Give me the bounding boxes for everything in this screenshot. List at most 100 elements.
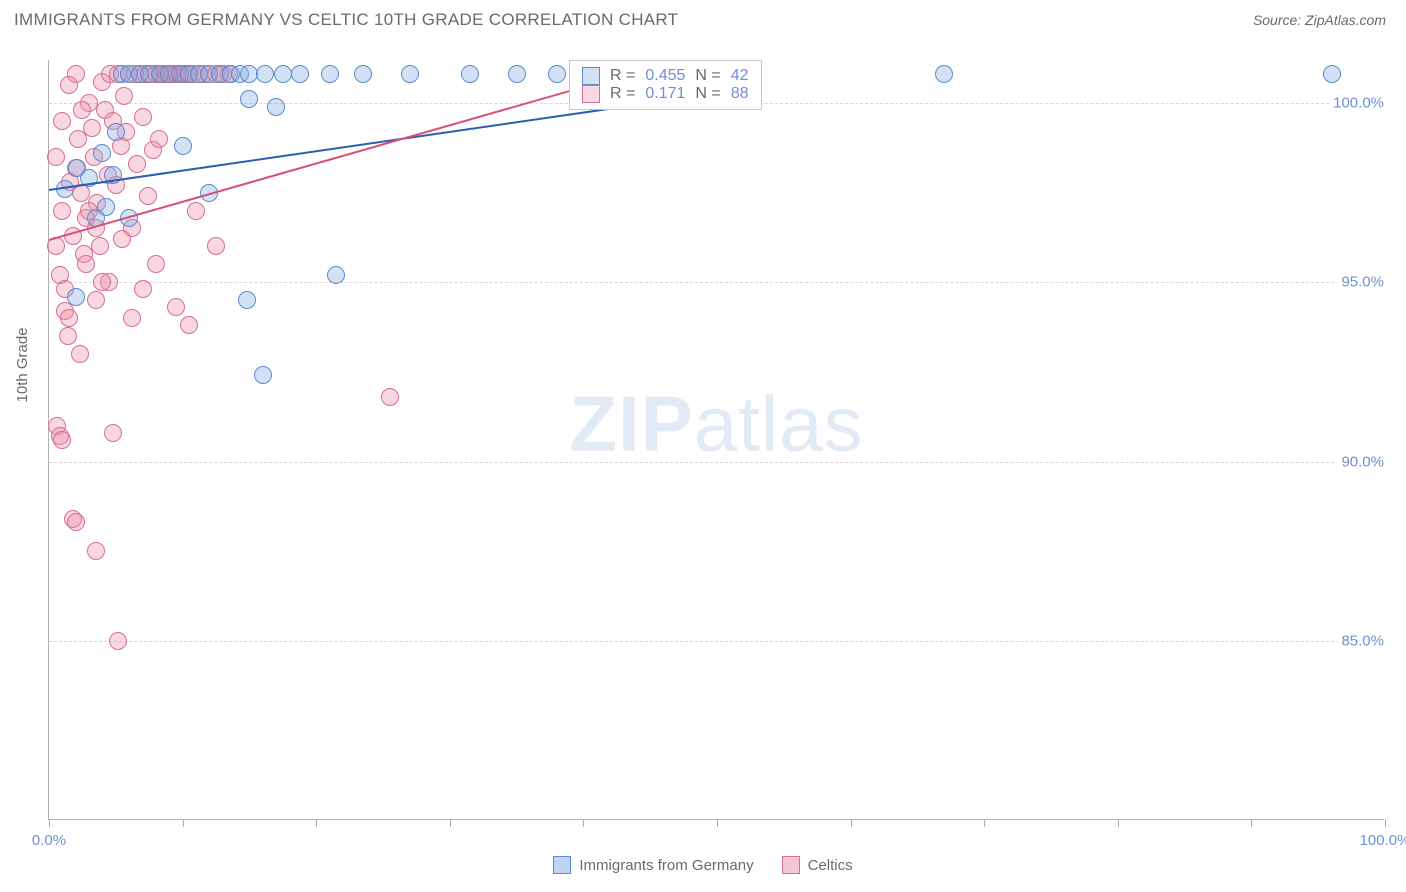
scatter-point — [508, 65, 526, 83]
n-value: 88 — [731, 85, 749, 103]
legend-swatch — [582, 67, 600, 85]
scatter-point — [150, 130, 168, 148]
x-tick — [1251, 819, 1252, 827]
bottom-legend-item: Immigrants from Germany — [553, 856, 753, 874]
scatter-point — [107, 123, 125, 141]
scatter-point — [180, 316, 198, 334]
legend-swatch — [782, 856, 800, 874]
scatter-point — [147, 255, 165, 273]
scatter-point — [113, 230, 131, 248]
y-tick-label: 100.0% — [1329, 95, 1388, 112]
scatter-point — [128, 155, 146, 173]
watermark-atlas: atlas — [694, 380, 864, 468]
scatter-point — [207, 237, 225, 255]
y-axis-label: 10th Grade — [14, 327, 31, 402]
plot-area: ZIPatlas 85.0%90.0%95.0%100.0%0.0%100.0%… — [48, 60, 1384, 820]
scatter-point — [123, 309, 141, 327]
scatter-point — [935, 65, 953, 83]
x-tick — [851, 819, 852, 827]
r-label: R = — [610, 67, 635, 85]
scatter-point — [109, 632, 127, 650]
scatter-point — [97, 198, 115, 216]
watermark: ZIPatlas — [569, 379, 863, 470]
scatter-point — [291, 65, 309, 83]
scatter-point — [53, 112, 71, 130]
scatter-point — [1323, 65, 1341, 83]
legend-label: Immigrants from Germany — [579, 857, 753, 874]
x-tick — [984, 819, 985, 827]
bottom-legend-item: Celtics — [782, 856, 853, 874]
scatter-point — [267, 98, 285, 116]
chart-title: IMMIGRANTS FROM GERMANY VS CELTIC 10TH G… — [14, 10, 678, 30]
x-tick-label-left: 0.0% — [32, 832, 66, 849]
scatter-point — [104, 424, 122, 442]
scatter-point — [134, 108, 152, 126]
scatter-point — [60, 309, 78, 327]
scatter-point — [381, 388, 399, 406]
r-value: 0.455 — [645, 67, 685, 85]
scatter-point — [139, 187, 157, 205]
x-tick — [1118, 819, 1119, 827]
scatter-point — [187, 202, 205, 220]
scatter-point — [240, 90, 258, 108]
scatter-point — [83, 119, 101, 137]
gridline — [49, 641, 1384, 642]
y-tick-label: 95.0% — [1337, 274, 1388, 291]
legend-row: R = 0.455 N = 42 — [582, 67, 749, 85]
scatter-point — [91, 237, 109, 255]
source-credit: Source: ZipAtlas.com — [1253, 12, 1386, 28]
scatter-point — [67, 288, 85, 306]
scatter-point — [93, 144, 111, 162]
scatter-point — [167, 298, 185, 316]
x-tick — [717, 819, 718, 827]
scatter-point — [548, 65, 566, 83]
x-tick — [183, 819, 184, 827]
y-tick-label: 85.0% — [1337, 632, 1388, 649]
n-label: N = — [695, 85, 720, 103]
scatter-point — [254, 366, 272, 384]
n-value: 42 — [731, 67, 749, 85]
watermark-zip: ZIP — [569, 380, 693, 468]
scatter-point — [115, 87, 133, 105]
y-tick-label: 90.0% — [1337, 453, 1388, 470]
x-tick — [583, 819, 584, 827]
bottom-legend: Immigrants from Germany Celtics — [0, 856, 1406, 874]
scatter-point — [461, 65, 479, 83]
scatter-point — [47, 148, 65, 166]
scatter-point — [87, 542, 105, 560]
scatter-point — [274, 65, 292, 83]
r-value: 0.171 — [645, 85, 685, 103]
gridline — [49, 282, 1384, 283]
x-tick — [1385, 819, 1386, 827]
legend-label: Celtics — [808, 857, 853, 874]
scatter-point — [174, 137, 192, 155]
gridline — [49, 462, 1384, 463]
scatter-point — [73, 101, 91, 119]
scatter-point — [134, 280, 152, 298]
scatter-point — [77, 255, 95, 273]
scatter-point — [53, 431, 71, 449]
scatter-point — [67, 513, 85, 531]
r-label: R = — [610, 85, 635, 103]
x-tick-label-right: 100.0% — [1360, 832, 1406, 849]
scatter-point — [256, 65, 274, 83]
n-label: N = — [695, 67, 720, 85]
correlation-legend: R = 0.455 N = 42R = 0.171 N = 88 — [569, 60, 762, 110]
scatter-point — [321, 65, 339, 83]
legend-swatch — [553, 856, 571, 874]
legend-swatch — [582, 85, 600, 103]
scatter-point — [87, 291, 105, 309]
scatter-point — [401, 65, 419, 83]
x-tick — [316, 819, 317, 827]
legend-row: R = 0.171 N = 88 — [582, 85, 749, 103]
scatter-point — [238, 291, 256, 309]
scatter-point — [67, 65, 85, 83]
scatter-point — [327, 266, 345, 284]
scatter-point — [93, 273, 111, 291]
scatter-point — [59, 327, 77, 345]
scatter-point — [71, 345, 89, 363]
scatter-point — [354, 65, 372, 83]
header: IMMIGRANTS FROM GERMANY VS CELTIC 10TH G… — [0, 0, 1406, 36]
x-tick — [49, 819, 50, 827]
x-tick — [450, 819, 451, 827]
